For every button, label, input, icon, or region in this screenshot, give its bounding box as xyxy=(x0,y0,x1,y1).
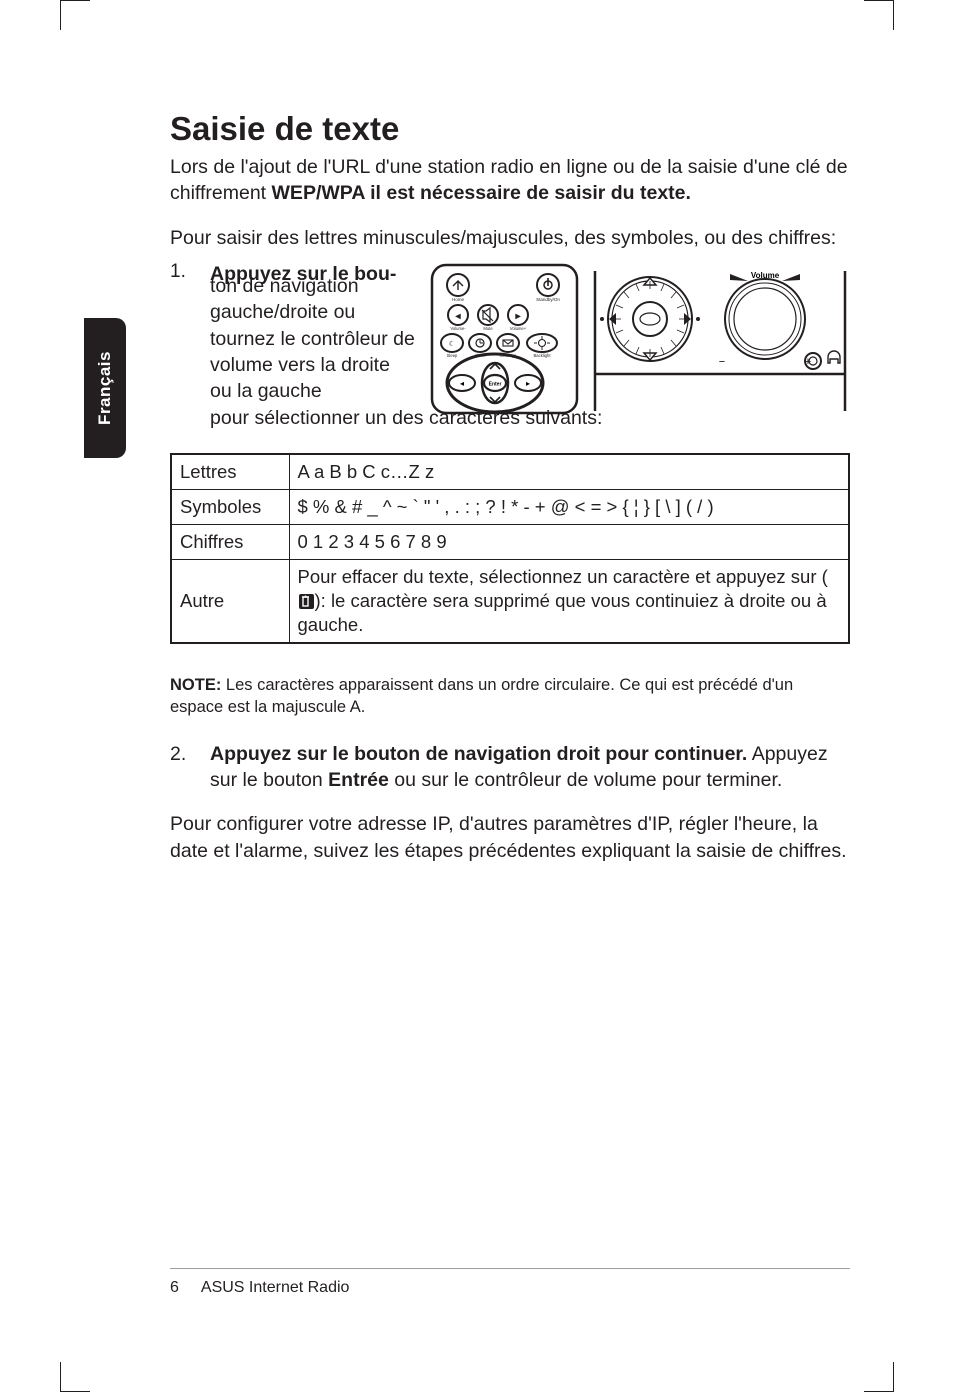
language-tab: Français xyxy=(84,318,126,458)
diagram-svg: Home Standby/On ◂ Volume- Mute ▸ Volume+… xyxy=(430,261,850,416)
crop-mark xyxy=(864,0,894,30)
page-footer: 6 ASUS Internet Radio xyxy=(170,1268,850,1297)
svg-text:▸: ▸ xyxy=(514,311,521,322)
page-number: 6 xyxy=(170,1279,179,1297)
label-home: Home xyxy=(452,297,465,302)
step-1-continuation-1: ton de navigation gauche/droite ou tourn… xyxy=(210,273,415,405)
step-2: 2. Appuyez sur le bouton de navigation d… xyxy=(170,741,850,794)
svg-text:Volume+: Volume+ xyxy=(510,326,527,331)
intro-bold: WEP/WPA il est nécessaire de saisir du t… xyxy=(272,182,691,204)
delete-icon xyxy=(298,593,315,610)
cell-letters-label: Lettres xyxy=(171,454,289,490)
svg-text:−: − xyxy=(719,356,725,368)
svg-text:☾: ☾ xyxy=(449,340,455,348)
svg-text:Backlight: Backlight xyxy=(534,353,552,358)
cell-other-value: Pour effacer du texte, sélectionnez un c… xyxy=(289,559,849,643)
cell-digits-label: Chiffres xyxy=(171,524,289,559)
nav-cluster: ◂ ▸ Enter xyxy=(447,354,543,412)
crop-mark xyxy=(864,1362,894,1392)
intro-paragraph: Lors de l'ajout de l'URL d'une station r… xyxy=(170,154,850,207)
note-label: NOTE: xyxy=(170,676,221,694)
page-title: Saisie de texte xyxy=(170,110,850,148)
step-2-number: 2. xyxy=(170,741,188,794)
step-2-entree: Entrée xyxy=(328,769,389,791)
footer-title: ASUS Internet Radio xyxy=(201,1279,350,1297)
note-text: Les caractères apparaissent dans un ordr… xyxy=(170,676,793,716)
device-body: Volume − + xyxy=(595,271,845,411)
svg-text:Volume-: Volume- xyxy=(450,326,466,331)
cell-letters-value: A a B b C c…Z z xyxy=(289,454,849,490)
note-paragraph: NOTE: Les caractères apparaissent dans u… xyxy=(170,674,850,719)
cell-symbols-value: $ % & # _ ^ ~ ` " ' , . : ; ? ! * - + @ … xyxy=(289,489,849,524)
step-number: 1. xyxy=(170,261,200,283)
svg-text:▸: ▸ xyxy=(526,379,530,388)
label-standby: Standby/On xyxy=(536,297,560,302)
svg-text:Sleep: Sleep xyxy=(447,353,458,358)
svg-text:Enter: Enter xyxy=(489,381,502,387)
step-2-bold: Appuyez sur le bouton de navigation droi… xyxy=(210,743,747,765)
step-2-b: ou sur le contrôleur de volume pour term… xyxy=(389,769,782,791)
cell-digits-value: 0 1 2 3 4 5 6 7 8 9 xyxy=(289,524,849,559)
cell-other-label: Autre xyxy=(171,559,289,643)
intro-paragraph-2: Pour saisir des lettres minuscules/majus… xyxy=(170,225,850,251)
page-content: Saisie de texte Lors de l'ajout de l'URL… xyxy=(170,110,850,864)
crop-mark xyxy=(60,0,90,30)
language-tab-label: Français xyxy=(95,351,115,425)
final-paragraph: Pour configurer votre adresse IP, d'autr… xyxy=(170,811,850,864)
other-text-b: ): le caractère sera supprimé que vous c… xyxy=(298,590,827,635)
other-text-a: Pour effacer du texte, sélectionnez un c… xyxy=(298,566,828,587)
svg-text:Mute: Mute xyxy=(483,326,493,331)
cell-symbols-label: Symboles xyxy=(171,489,289,524)
step-2-text: Appuyez sur le bouton de navigation droi… xyxy=(210,741,850,794)
svg-text:◂: ◂ xyxy=(454,311,461,322)
device-diagram: Home Standby/On ◂ Volume- Mute ▸ Volume+… xyxy=(430,261,850,421)
crop-mark xyxy=(60,1362,90,1392)
characters-table: Lettres A a B b C c…Z z Symboles $ % & #… xyxy=(170,453,850,644)
svg-text:◂: ◂ xyxy=(460,379,464,388)
